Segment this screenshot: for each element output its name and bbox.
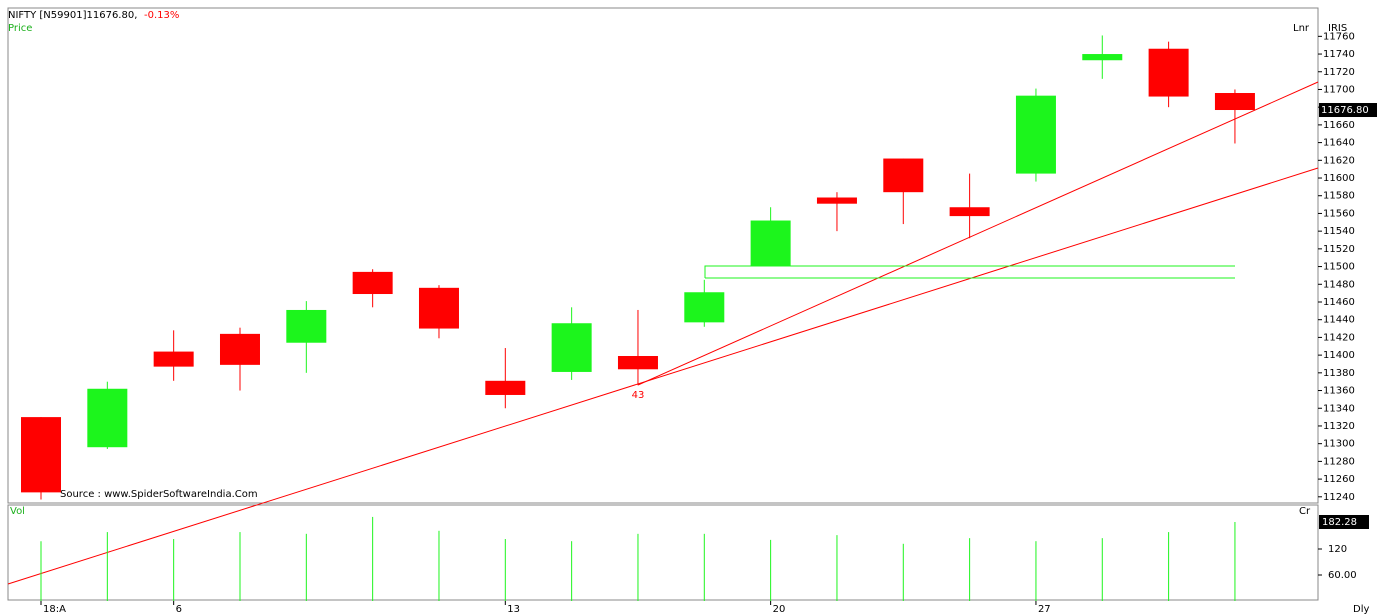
candle-body — [418, 287, 459, 329]
x-tick-label: 6 — [176, 604, 182, 615]
y-tick-label: 11300 — [1323, 439, 1355, 450]
y-tick-label: 11460 — [1323, 297, 1355, 308]
price-label: Price — [8, 23, 32, 34]
x-tick-label: 20 — [773, 604, 786, 615]
period: Dly — [1353, 604, 1369, 615]
volume-panel — [7, 504, 1319, 601]
y-tick-label: 11400 — [1323, 350, 1355, 361]
source: Source : www.SpiderSoftwareIndia.Com — [60, 489, 258, 500]
last-volume-box — [1319, 514, 1369, 529]
scale-label: Lnr — [1293, 23, 1310, 34]
candle-body — [1214, 93, 1255, 111]
volume-label: Vol — [10, 506, 25, 517]
y-tick-label: 11560 — [1323, 208, 1355, 219]
volume-unit: Cr — [1299, 506, 1311, 517]
candle-body — [750, 220, 791, 266]
y-tick-label: 11700 — [1323, 84, 1355, 95]
y-tick-label: 11620 — [1323, 155, 1355, 166]
price-panel — [7, 7, 1319, 504]
y-tick-label: 11260 — [1323, 474, 1355, 485]
title: NIFTY [N59901]11676.80, — [8, 10, 137, 21]
candle-body — [219, 333, 260, 365]
candle-body — [21, 417, 61, 493]
last-price-label: 11676.80 — [1321, 105, 1369, 116]
candle-body — [352, 271, 393, 295]
y-tick-label: 11740 — [1323, 49, 1355, 60]
candle-body — [816, 197, 857, 204]
x-tick-label: 18:A — [43, 604, 66, 615]
candle-body — [1082, 54, 1123, 61]
y-tick-label: 11640 — [1323, 138, 1355, 149]
change: -0.13% — [144, 10, 179, 21]
x-tick-label: 27 — [1038, 604, 1051, 615]
y-tick-label: 11720 — [1323, 67, 1355, 78]
candle-body — [485, 380, 526, 395]
y-tick-label: 11440 — [1323, 315, 1355, 326]
candle-body — [551, 323, 592, 372]
y-tick-label: 11660 — [1323, 120, 1355, 131]
y-tick-label: 11580 — [1323, 191, 1355, 202]
y-tick-label: 11500 — [1323, 262, 1355, 273]
y-tick-label: 11360 — [1323, 386, 1355, 397]
candle-body — [286, 309, 327, 343]
volume-tick-label: 60.00 — [1328, 570, 1357, 581]
y-tick-label: 11280 — [1323, 456, 1355, 467]
y-tick-label: 11380 — [1323, 368, 1355, 379]
level-line — [704, 265, 1235, 278]
y-tick-label: 11240 — [1323, 492, 1355, 503]
y-tick-label: 11340 — [1323, 403, 1355, 414]
y-tick-label: 11480 — [1323, 279, 1355, 290]
brand: IRIS — [1328, 23, 1347, 34]
candle-body — [153, 351, 194, 367]
candle-body — [87, 388, 128, 448]
trend-line — [637, 81, 1319, 386]
y-tick-label: 11600 — [1323, 173, 1355, 184]
candle-body — [1148, 48, 1189, 97]
y-tick-label: 11420 — [1323, 332, 1355, 343]
candle-body — [617, 356, 658, 370]
y-tick-label: 11540 — [1323, 226, 1355, 237]
annotation: 43 — [632, 390, 645, 401]
last-price-box — [1319, 103, 1377, 118]
y-tick-label: 11520 — [1323, 244, 1355, 255]
volume-tick-label: 120 — [1328, 544, 1347, 555]
candle-body — [684, 292, 725, 323]
candle-body — [883, 158, 924, 193]
candle-body — [1015, 95, 1056, 174]
last-volume-label: 182.28 — [1322, 517, 1357, 528]
x-tick-label: 13 — [507, 604, 520, 615]
y-tick-label: 11320 — [1323, 421, 1355, 432]
candle-body — [949, 207, 990, 217]
y-tick-label: 11760 — [1323, 31, 1355, 42]
trend-line — [7, 167, 1319, 585]
